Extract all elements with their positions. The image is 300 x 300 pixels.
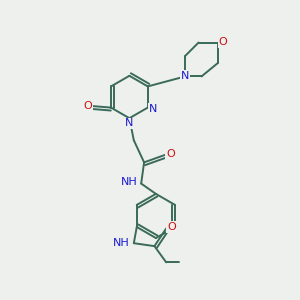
Text: O: O	[167, 222, 176, 232]
Text: O: O	[84, 101, 92, 111]
Text: N: N	[181, 71, 190, 81]
Text: O: O	[219, 37, 227, 47]
Text: N: N	[149, 104, 157, 114]
Text: O: O	[166, 148, 175, 158]
Text: NH: NH	[113, 238, 130, 248]
Text: N: N	[125, 118, 134, 128]
Text: NH: NH	[120, 177, 137, 187]
